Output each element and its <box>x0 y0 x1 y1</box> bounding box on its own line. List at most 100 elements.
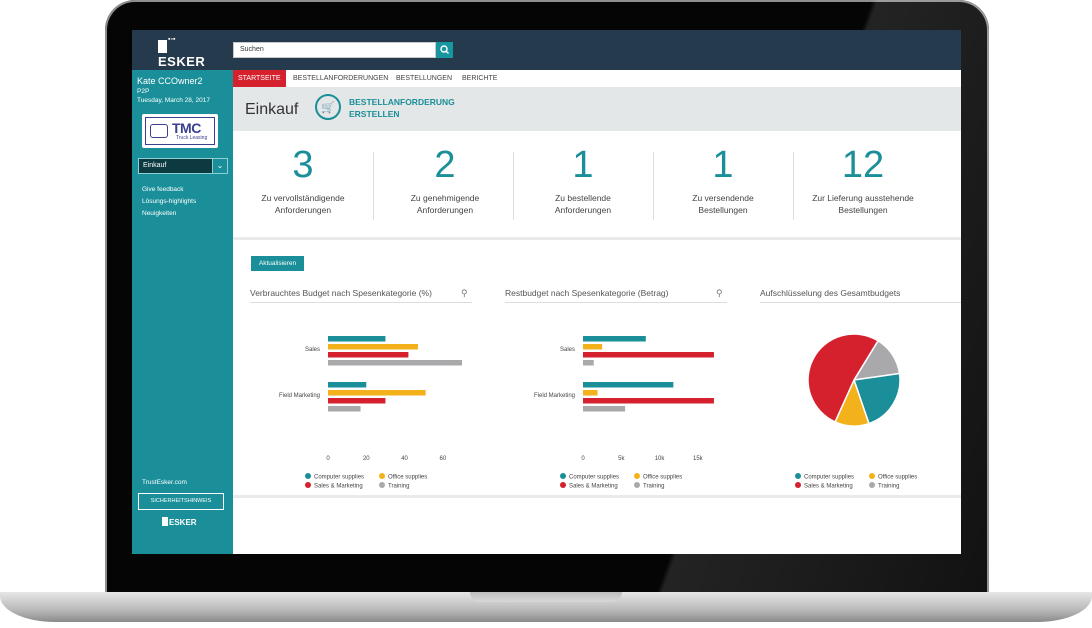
cart-icon-circle[interactable] <box>315 94 341 120</box>
chart3-title: Aufschlüsselung des Gesamtbudgets <box>760 288 901 298</box>
bar <box>328 352 409 358</box>
x-tick-label: 20 <box>363 456 370 462</box>
bar <box>328 398 386 404</box>
user-date: Tuesday, March 28, 2017 <box>137 97 210 104</box>
kpi-pending-delivery[interactable]: 12 Zur Lieferung ausstehende Bestellungen <box>812 144 914 215</box>
legend-label: Training <box>878 483 899 489</box>
legend-label: Computer supplies <box>804 474 854 480</box>
bar <box>583 382 674 388</box>
security-button[interactable]: SICHERHEITSHINWEIS <box>138 493 224 510</box>
esker-logo[interactable]: ESKER ▪▫▪ <box>158 36 206 69</box>
legend-marker <box>634 482 640 488</box>
bar <box>583 336 646 342</box>
legend-marker <box>634 473 640 479</box>
section-divider-bottom <box>233 495 961 498</box>
category-label: Field Marketing <box>279 393 320 399</box>
kpi-divider <box>793 152 794 220</box>
search-button[interactable] <box>436 42 453 58</box>
tab-bar: STARTSEITE BESTELLANFORDERUNGEN BESTELLU… <box>233 70 961 87</box>
bar <box>328 406 361 412</box>
chart1-title: Verbrauchtes Budget nach Spesenkategorie… <box>250 288 432 298</box>
create-request-link-line2[interactable]: ERSTELLEN <box>349 109 400 119</box>
legend-marker <box>795 473 801 479</box>
kpi-divider <box>373 152 374 220</box>
search-input[interactable]: Suchen <box>233 42 436 58</box>
chevron-down-icon[interactable]: ⌄ <box>212 158 228 174</box>
app-screen: ESKER ▪▫▪ Suchen Kate CCOwner2 P2P Tuesda… <box>132 30 961 554</box>
legend-label: Computer supplies <box>569 474 619 480</box>
tab-startseite[interactable]: STARTSEITE <box>233 70 286 87</box>
bar <box>583 406 626 412</box>
chart-budget-pie: Computer supplies Office supplies Sales & … <box>795 333 917 489</box>
category-label: Sales <box>560 347 575 353</box>
x-tick-label: 40 <box>401 456 408 462</box>
legend-label: Sales & Marketing <box>804 483 853 489</box>
bar <box>583 398 714 404</box>
search-icon <box>440 45 449 54</box>
trust-link[interactable]: TrustEsker.com <box>142 479 187 486</box>
chart1-underline <box>250 302 472 303</box>
search-icon[interactable]: ⚲ <box>716 288 723 298</box>
bar <box>328 382 367 388</box>
kpi-to-approve[interactable]: 2 Zu genehmigende Anforderungen <box>410 144 480 215</box>
legend-marker <box>305 473 311 479</box>
kpi-to-complete[interactable]: 3 Zu vervollständigende Anforderungen <box>261 144 345 215</box>
pie-slice <box>852 372 901 425</box>
chart2-underline <box>505 302 727 303</box>
kpi-divider <box>653 152 654 220</box>
bar <box>328 344 418 350</box>
legend-marker <box>379 482 385 488</box>
section-divider <box>233 237 961 240</box>
kpi-divider <box>513 152 514 220</box>
sidebar-link-news[interactable]: Neuigkeiten <box>142 210 177 217</box>
legend-label: Training <box>643 483 664 489</box>
x-tick-label: 0 <box>581 456 585 462</box>
bar <box>583 390 598 396</box>
sidebar-link-highlights[interactable]: Lösungs-highlights <box>142 198 197 205</box>
legend-label: Office supplies <box>878 474 917 480</box>
legend-label: Training <box>388 483 409 489</box>
kpi-to-ship[interactable]: 1 Zu versendende Bestellungen <box>692 144 754 215</box>
x-tick-label: 60 <box>440 456 447 462</box>
page-title: Einkauf <box>245 101 299 118</box>
x-tick-label: 0 <box>326 456 330 462</box>
legend-label: Computer supplies <box>314 474 364 480</box>
legend-marker <box>869 473 875 479</box>
truck-icon <box>150 124 168 138</box>
bar <box>328 390 426 396</box>
sidebar-link-feedback[interactable]: Give feedback <box>142 186 184 193</box>
refresh-button[interactable]: Aktualisieren <box>251 256 304 271</box>
company-logo: TMC Truck Leasing <box>142 114 218 148</box>
category-label: Sales <box>305 347 320 353</box>
laptop-notch <box>470 592 622 602</box>
category-label: Field Marketing <box>534 393 575 399</box>
legend-marker <box>560 473 566 479</box>
tab-bestellanforderungen[interactable]: BESTELLANFORDERUNGEN <box>293 75 389 82</box>
x-tick-label: 10k <box>655 456 666 462</box>
legend-label: Office supplies <box>388 474 427 480</box>
bar <box>583 352 714 358</box>
tab-berichte[interactable]: BERICHTE <box>462 75 498 82</box>
legend-label: Office supplies <box>643 474 682 480</box>
legend-label: Sales & Marketing <box>569 483 618 489</box>
pie-slice <box>807 333 880 423</box>
chart2-title: Restbudget nach Spesenkategorie (Betrag) <box>505 288 669 298</box>
x-tick-label: 5k <box>618 456 625 462</box>
legend-marker <box>379 473 385 479</box>
sidebar: Kate CCOwner2 P2P Tuesday, March 28, 201… <box>132 70 233 554</box>
search-icon[interactable]: ⚲ <box>461 288 468 298</box>
x-tick-label: 15k <box>693 456 704 462</box>
legend-label: Sales & Marketing <box>314 483 363 489</box>
create-request-link[interactable]: BESTELLANFORDERUNG <box>349 97 455 107</box>
legend-marker <box>305 482 311 488</box>
kpi-to-order[interactable]: 1 Zu bestellende Anforderungen <box>554 144 612 215</box>
bar <box>583 360 594 366</box>
chart-verbrauchtes-budget: 0 20 40 60 Sales Field Marketing Computer supp… <box>279 336 462 489</box>
cart-icon: 🛒 <box>321 102 335 114</box>
top-bar: ESKER ▪▫▪ Suchen <box>132 30 961 70</box>
bar <box>328 336 386 342</box>
footer-logo: ESKER <box>162 517 197 527</box>
chart-restbudget: 0 5k 10k 15k Sales Field Marketing Computer su… <box>534 336 714 489</box>
tab-bestellungen[interactable]: BESTELLUNGEN <box>396 75 453 82</box>
bar <box>583 344 603 350</box>
